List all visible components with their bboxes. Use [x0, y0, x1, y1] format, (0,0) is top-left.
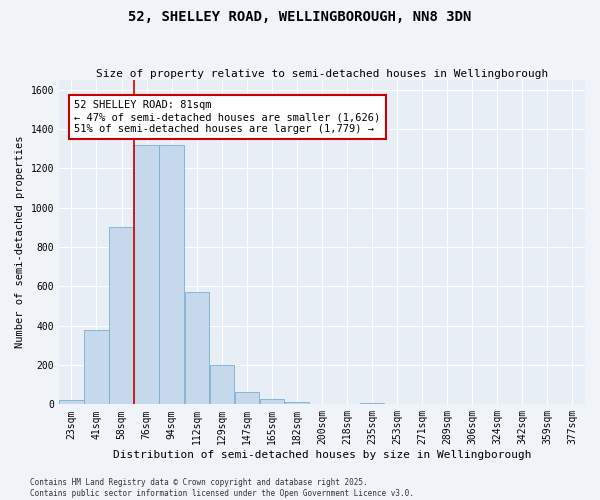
Bar: [160, 144, 184, 404]
Bar: [59, 400, 83, 404]
Bar: [109, 228, 134, 404]
Text: 52, SHELLEY ROAD, WELLINGBOROUGH, NN8 3DN: 52, SHELLEY ROAD, WELLINGBOROUGH, NN8 3D…: [128, 10, 472, 24]
Bar: [235, 392, 259, 404]
Bar: [285, 402, 309, 404]
Bar: [209, 365, 234, 405]
Bar: [134, 144, 159, 404]
Bar: [185, 292, 209, 405]
Text: 52 SHELLEY ROAD: 81sqm
← 47% of semi-detached houses are smaller (1,626)
51% of : 52 SHELLEY ROAD: 81sqm ← 47% of semi-det…: [74, 100, 380, 134]
Bar: [85, 330, 109, 404]
Title: Size of property relative to semi-detached houses in Wellingborough: Size of property relative to semi-detach…: [96, 69, 548, 79]
Bar: [260, 399, 284, 404]
Text: Contains HM Land Registry data © Crown copyright and database right 2025.
Contai: Contains HM Land Registry data © Crown c…: [30, 478, 414, 498]
Y-axis label: Number of semi-detached properties: Number of semi-detached properties: [15, 136, 25, 348]
Bar: [360, 403, 384, 404]
X-axis label: Distribution of semi-detached houses by size in Wellingborough: Distribution of semi-detached houses by …: [113, 450, 531, 460]
